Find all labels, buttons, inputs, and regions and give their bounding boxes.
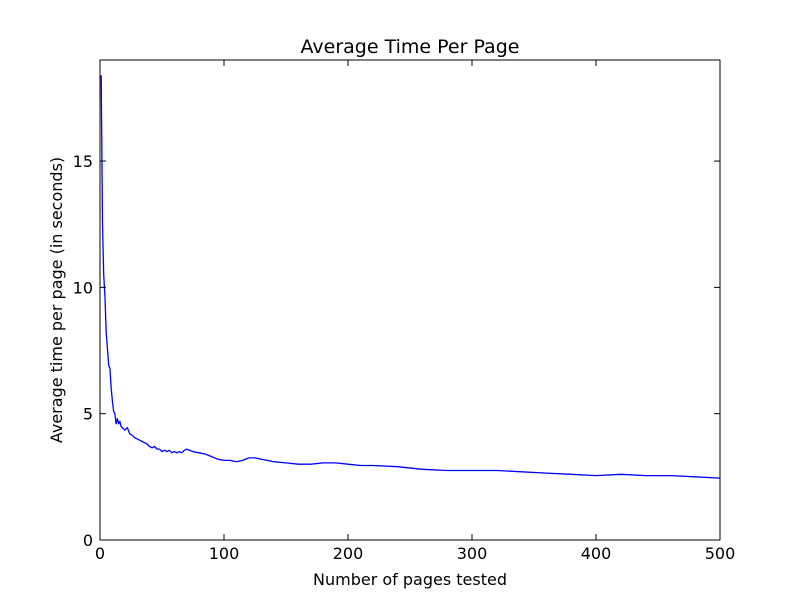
x-axis-label: Number of pages tested xyxy=(313,570,507,589)
y-axis-label: Average time per page (in seconds) xyxy=(47,157,66,443)
y-tick-label: 10 xyxy=(73,278,93,297)
plot-area xyxy=(99,59,721,541)
x-axis: 0 100 200 300 400 500 xyxy=(95,60,735,563)
x-tick-label: 400 xyxy=(581,544,612,563)
x-tick-label: 300 xyxy=(457,544,488,563)
chart-title: Average Time Per Page xyxy=(301,36,520,58)
plot-frame xyxy=(99,59,721,541)
y-tick-label: 15 xyxy=(73,152,93,171)
x-tick-label: 200 xyxy=(333,544,364,563)
series-line xyxy=(100,75,721,479)
y-tick-label: 5 xyxy=(83,405,93,424)
x-tick-label: 500 xyxy=(705,544,736,563)
y-axis: 0 5 10 15 xyxy=(73,152,720,550)
y-tick-label: 0 xyxy=(83,531,93,550)
x-tick-label: 0 xyxy=(95,544,105,563)
x-tick-label: 100 xyxy=(209,544,240,563)
